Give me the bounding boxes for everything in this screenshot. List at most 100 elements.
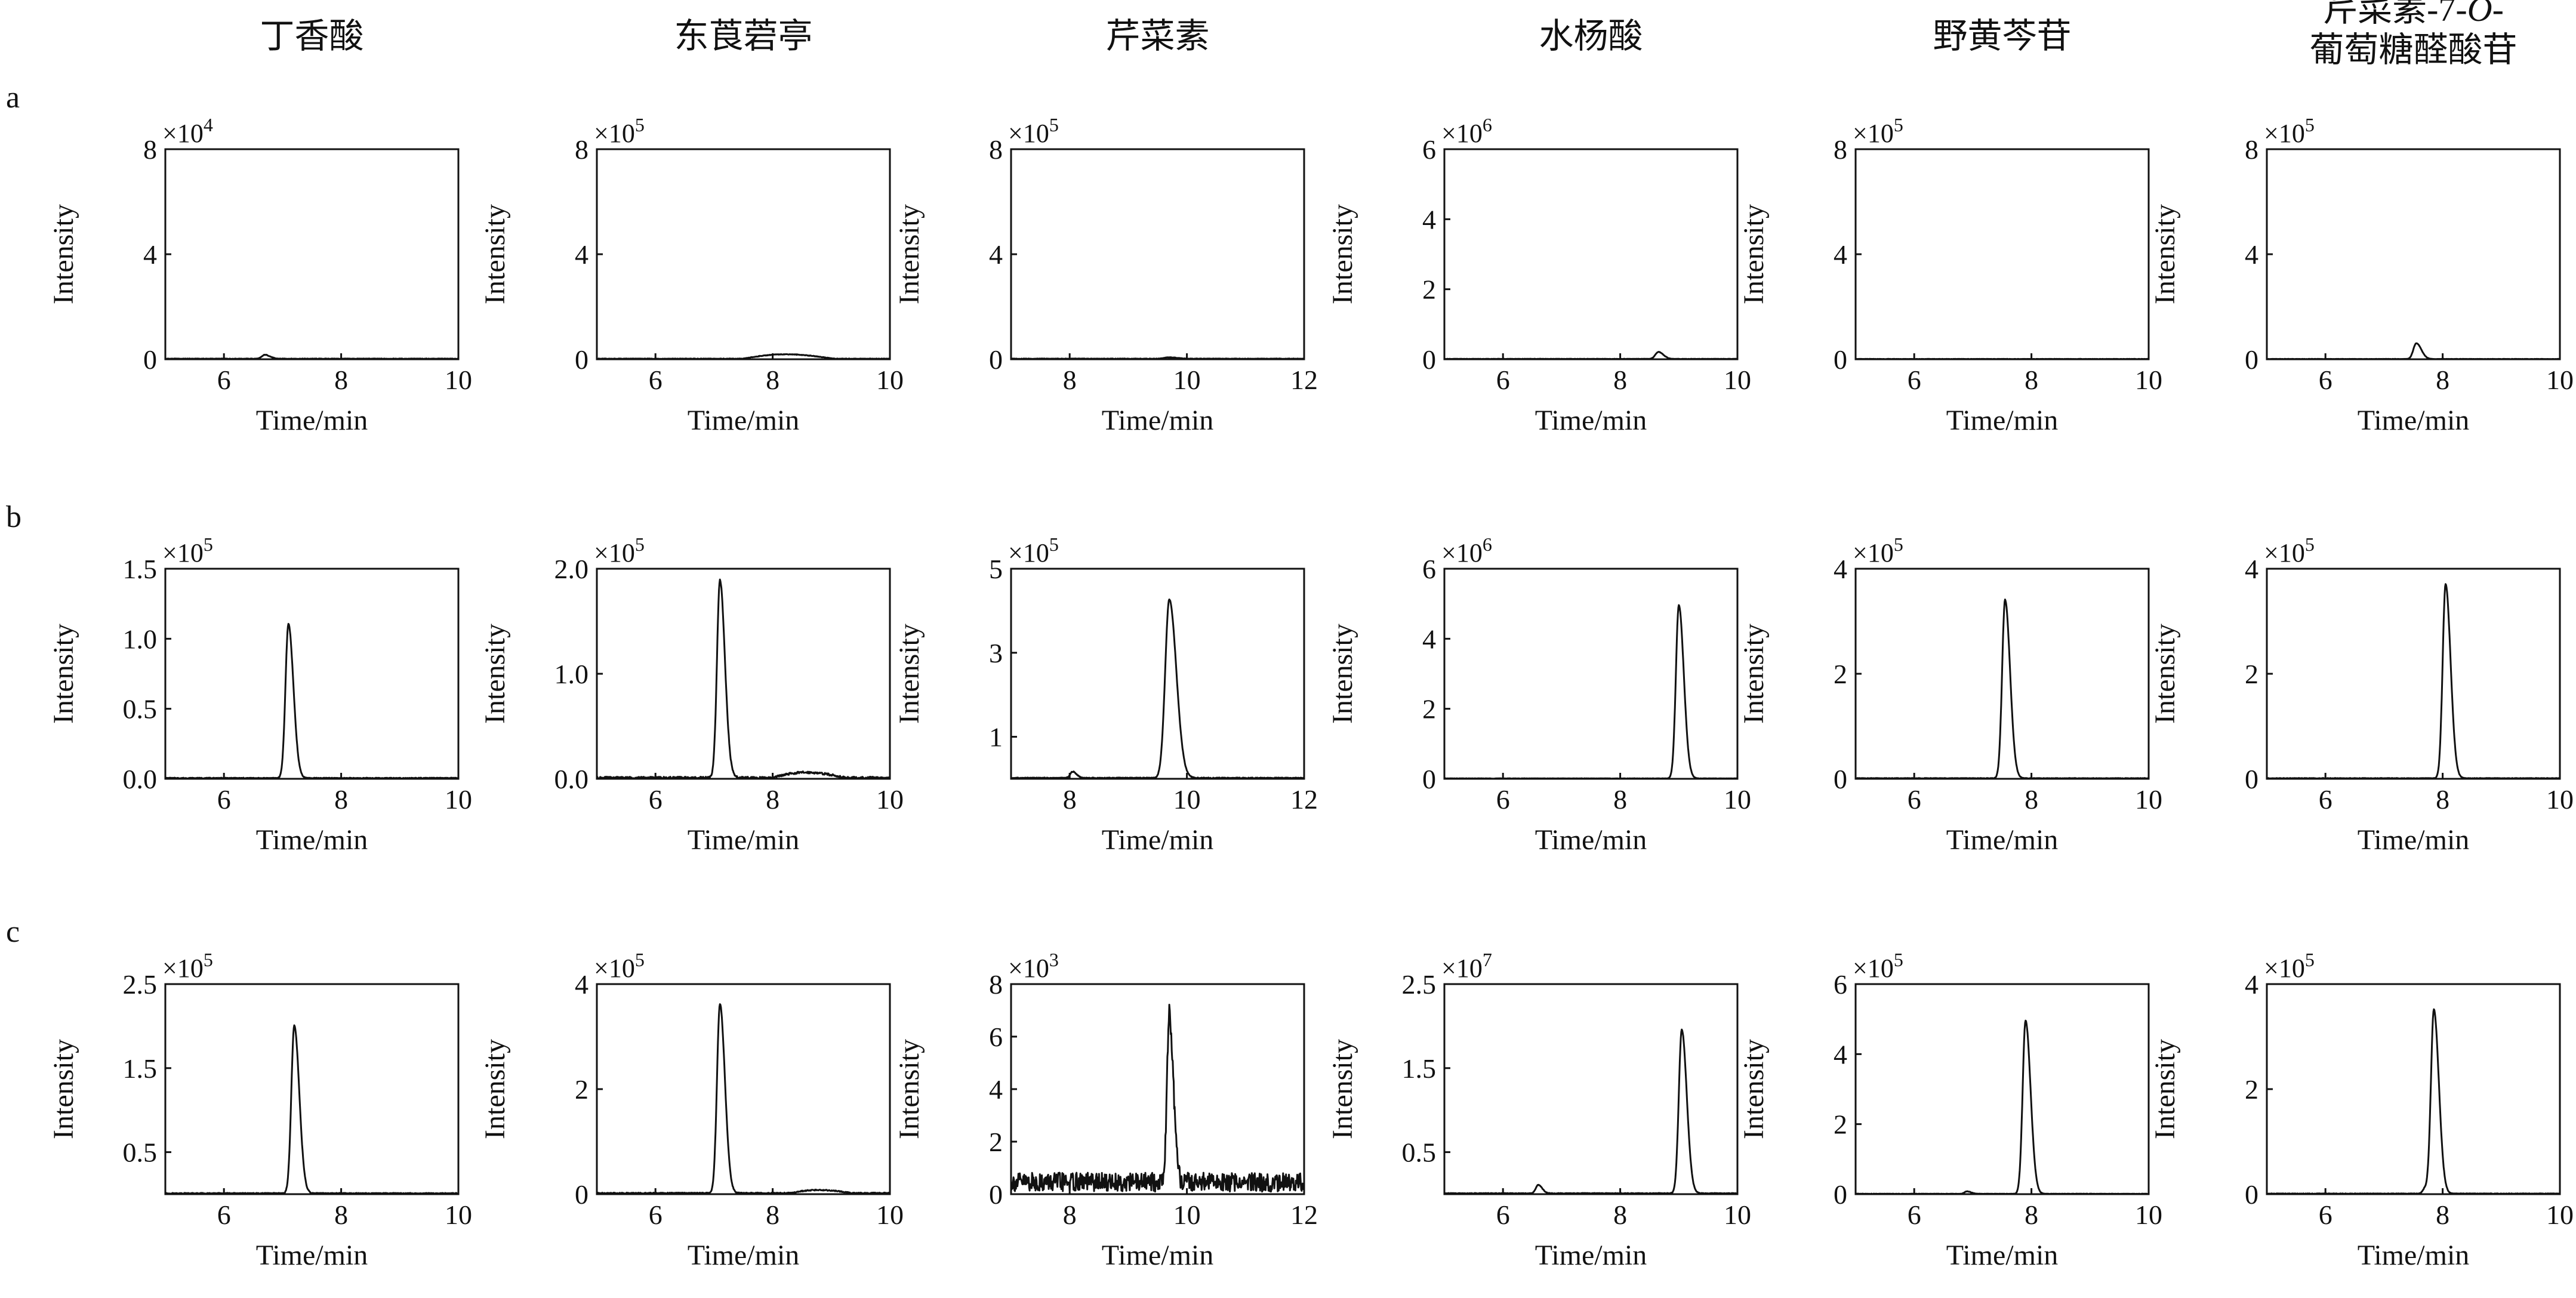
x-tick-label: 10 [2546, 365, 2574, 395]
x-axis-label: Time/min [1535, 405, 1647, 436]
y-tick-label: 2 [2245, 1074, 2258, 1105]
y-tick-label: 8 [143, 134, 157, 165]
y-tick-label: 0 [1422, 764, 1436, 794]
row-label: a [6, 81, 20, 115]
y-multiplier: ×105 [2264, 534, 2315, 568]
x-axis-label: Time/min [1535, 1240, 1647, 1271]
column-title: 水杨酸 [1539, 17, 1643, 56]
y-tick-label: 1.0 [554, 659, 589, 689]
chromatogram-panel: 8 10 12 1 3 5×105 Time/min Intensity [893, 534, 1318, 856]
x-tick-label: 6 [2319, 1200, 2332, 1230]
y-multiplier: ×105 [1008, 114, 1059, 148]
chromatogram-trace [2266, 583, 2560, 780]
x-tick-label: 8 [2025, 365, 2038, 395]
y-tick-label: 4 [1422, 204, 1436, 235]
y-tick-label: 1.0 [123, 624, 158, 654]
y-tick-label: 2.5 [123, 969, 158, 1000]
x-tick-label: 10 [1724, 1200, 1751, 1230]
y-multiplier: ×106 [1441, 114, 1492, 148]
x-tick-label: 8 [334, 784, 348, 815]
x-tick-label: 10 [1724, 365, 1751, 395]
x-tick-label: 8 [334, 365, 348, 395]
plot-frame [1010, 983, 1305, 1195]
x-tick-label: 8 [1613, 784, 1627, 815]
x-tick-label: 8 [334, 1200, 348, 1230]
chromatogram-trace [596, 353, 890, 360]
chromatogram-panel: 6 8 10 0.0 1.0 2.0×105 Time/min Intensity [479, 534, 904, 856]
y-tick-label: 4 [575, 969, 588, 1000]
y-tick-label: 2 [989, 1127, 1003, 1157]
column-title: 野黄芩苷 [1933, 17, 2071, 56]
y-tick-label: 4 [2245, 554, 2258, 584]
y-tick-label: 4 [143, 239, 157, 270]
plot-frame [2266, 148, 2561, 360]
y-multiplier: ×105 [1008, 534, 1059, 568]
y-tick-label: 0 [1834, 764, 1847, 794]
x-tick-label: 8 [1613, 1200, 1627, 1230]
y-tick-label: 8 [989, 134, 1003, 165]
x-tick-label: 10 [2546, 784, 2574, 815]
y-tick-label: 4 [1834, 239, 1847, 270]
x-axis-label: Time/min [688, 1240, 800, 1271]
column-title: 芹菜素-7-O- [2323, 0, 2504, 29]
x-axis-label: Time/min [256, 1240, 368, 1271]
y-tick-label: 4 [575, 239, 588, 270]
x-tick-label: 10 [2135, 784, 2162, 815]
y-multiplier: ×103 [1008, 949, 1059, 983]
x-axis-label: Time/min [1946, 1240, 2059, 1271]
row-labels: a b c [6, 81, 21, 949]
y-tick-label: 2.5 [1402, 969, 1437, 1000]
y-axis-label: Intensity [2149, 204, 2181, 304]
y-axis-label: Intensity [893, 204, 925, 304]
chromatogram-trace [2266, 342, 2560, 360]
y-tick-label: 4 [989, 239, 1003, 270]
y-tick-label: 0 [1834, 1179, 1847, 1210]
chromatogram-trace [1444, 1028, 1738, 1195]
x-tick-label: 6 [649, 1200, 663, 1230]
y-axis-label: Intensity [479, 624, 511, 724]
y-multiplier: ×105 [2264, 949, 2315, 983]
y-axis-label: Intensity [1327, 204, 1358, 304]
x-tick-label: 12 [1290, 1200, 1318, 1230]
chromatogram-trace [596, 1003, 890, 1195]
plot-frame [2266, 568, 2561, 780]
plot-frame [596, 568, 891, 780]
x-tick-label: 10 [876, 784, 904, 815]
x-tick-label: 10 [876, 365, 904, 395]
y-multiplier: ×104 [162, 114, 213, 148]
y-tick-label: 1.5 [123, 554, 158, 584]
plot-frame [1443, 148, 1739, 360]
plot-frame [164, 983, 460, 1195]
y-tick-label: 0 [989, 344, 1003, 375]
x-tick-label: 8 [1613, 365, 1627, 395]
y-tick-label: 0 [143, 344, 157, 375]
x-axis-label: Time/min [1102, 405, 1214, 436]
y-tick-label: 0 [1422, 344, 1436, 375]
y-tick-label: 4 [2245, 239, 2258, 270]
y-axis-label: Intensity [893, 1039, 925, 1139]
x-tick-label: 10 [1173, 365, 1201, 395]
y-multiplier: ×107 [1441, 949, 1492, 983]
y-axis-label: Intensity [893, 624, 925, 724]
chromatogram-trace [1444, 604, 1738, 780]
y-multiplier: ×105 [162, 949, 213, 983]
x-tick-label: 10 [445, 365, 472, 395]
chromatogram-panel: 6 8 10 0 2 4×105 Time/min Intensity [1738, 534, 2162, 856]
x-axis-label: Time/min [688, 824, 800, 856]
x-tick-label: 8 [766, 365, 779, 395]
chromatogram-trace [596, 578, 890, 780]
x-tick-label: 10 [1173, 784, 1201, 815]
x-tick-label: 8 [2436, 1200, 2449, 1230]
plot-frame [164, 568, 460, 780]
x-axis-label: Time/min [256, 405, 368, 436]
y-multiplier: ×105 [162, 534, 213, 568]
y-tick-label: 3 [989, 638, 1003, 668]
y-tick-label: 0.0 [123, 764, 158, 794]
x-tick-label: 10 [876, 1200, 904, 1230]
plot-frame [1854, 983, 2150, 1195]
